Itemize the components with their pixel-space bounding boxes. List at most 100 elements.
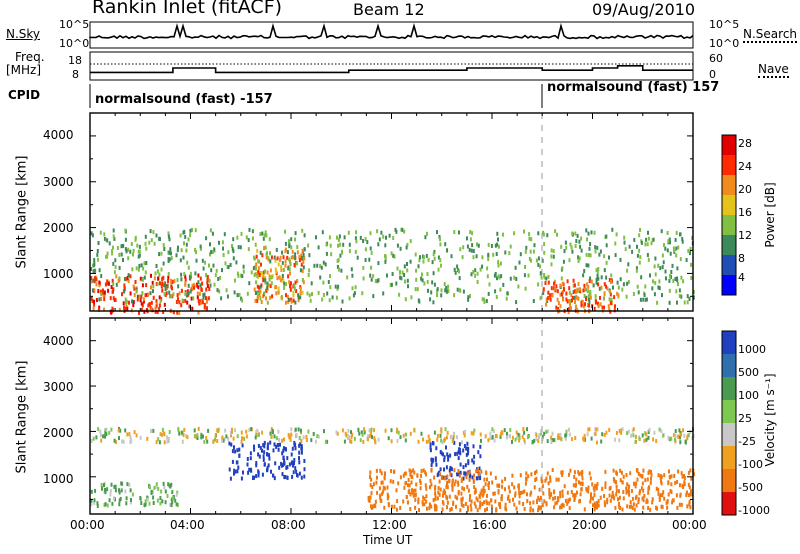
heatmap-cell: [401, 227, 404, 232]
heatmap-cell: [226, 294, 229, 299]
heatmap-cell: [592, 283, 595, 288]
heatmap-cell: [577, 288, 580, 293]
heatmap-cell: [160, 432, 163, 437]
heatmap-cell: [112, 234, 115, 239]
heatmap-cell: [538, 506, 541, 511]
heatmap-cell: [509, 244, 512, 249]
heatmap-cell: [618, 502, 620, 506]
heatmap-cell: [399, 246, 402, 251]
heatmap-cell: [624, 247, 627, 252]
heatmap-cell: [193, 283, 195, 288]
heatmap-cell: [140, 501, 143, 505]
heatmap-cell: [364, 258, 367, 262]
heatmap-cell: [279, 442, 281, 447]
heatmap-cell: [389, 283, 392, 287]
heatmap-cell: [647, 230, 649, 235]
heatmap-cell: [241, 436, 243, 441]
heatmap-cell: [232, 237, 235, 242]
heatmap-cell: [605, 284, 608, 289]
heatmap-cell: [449, 472, 452, 477]
heatmap-cell: [177, 284, 180, 289]
heatmap-cell: [569, 302, 571, 307]
heatmap-cell: [163, 302, 166, 307]
heatmap-cell: [362, 265, 365, 270]
heatmap-cell: [434, 491, 437, 496]
heatmap-cell: [254, 435, 257, 440]
heatmap-cell: [326, 439, 329, 444]
heatmap-cell: [660, 504, 663, 509]
heatmap-cell: [476, 280, 479, 284]
heatmap-cell: [585, 228, 588, 233]
heatmap-cell: [253, 273, 256, 277]
heatmap-cell: [430, 290, 433, 295]
heatmap-cell: [574, 289, 577, 294]
heatmap-cell: [254, 242, 257, 247]
heatmap-cell: [118, 436, 120, 441]
heatmap-cell: [509, 428, 512, 433]
heatmap-cell: [532, 500, 535, 505]
heatmap-cell: [568, 472, 570, 477]
heatmap-cell: [423, 281, 426, 286]
heatmap-cell: [144, 499, 147, 504]
heatmap-cell: [139, 435, 142, 440]
heatmap-cell: [266, 300, 269, 305]
heatmap-cell: [296, 473, 298, 477]
heatmap-cell: [158, 252, 161, 257]
heatmap-cell: [439, 472, 441, 477]
heatmap-cell: [114, 265, 117, 270]
heatmap-cell: [643, 493, 646, 498]
heatmap-cell: [495, 507, 498, 512]
heatmap-cell: [292, 255, 294, 260]
heatmap-cell: [306, 291, 309, 296]
heatmap-cell: [433, 282, 436, 287]
heatmap-cell: [608, 289, 611, 294]
heatmap-cell: [519, 473, 522, 478]
heatmap-cell: [549, 478, 552, 483]
heatmap-cell: [503, 428, 506, 433]
heatmap-cell: [141, 277, 144, 282]
heatmap-cell: [594, 505, 596, 510]
heatmap-cell: [480, 438, 482, 443]
heatmap-cell: [371, 485, 374, 490]
heatmap-cell: [166, 439, 169, 444]
heatmap-cell: [569, 468, 572, 473]
heatmap-cell: [491, 427, 494, 432]
heatmap-cell: [115, 274, 118, 279]
colorbar-swatch: [722, 175, 736, 195]
heatmap-cell: [347, 428, 350, 433]
heatmap-cell: [417, 439, 420, 444]
heatmap-cell: [687, 482, 690, 487]
heatmap-cell: [545, 476, 548, 481]
heatmap-cell: [155, 482, 158, 487]
heatmap-cell: [492, 491, 495, 496]
heatmap-cell: [292, 463, 294, 468]
heatmap-cell: [681, 474, 684, 479]
colorbar-frame: [721, 330, 737, 516]
heatmap-cell: [670, 270, 673, 274]
heatmap-cell: [497, 274, 500, 279]
heatmap-cell: [372, 274, 375, 279]
heatmap-cell: [145, 246, 148, 251]
heatmap-cell: [524, 286, 527, 291]
heatmap-cell: [601, 486, 604, 491]
heatmap-cell: [296, 245, 299, 249]
heatmap-cell: [429, 445, 432, 450]
heatmap-cell: [647, 236, 650, 241]
heatmap-cell: [275, 444, 278, 449]
heatmap-cell: [108, 498, 111, 503]
heatmap-cell: [581, 469, 584, 474]
heatmap-cell: [383, 475, 386, 480]
heatmap-cell: [483, 299, 486, 304]
heatmap-cell: [206, 277, 209, 282]
heatmap-cell: [308, 253, 311, 258]
heatmap-cell: [90, 489, 93, 494]
heatmap-cell: [121, 481, 124, 486]
heatmap-cell: [628, 244, 631, 249]
power-cbar-tick-12: 12: [738, 229, 752, 242]
heatmap-cell: [408, 483, 411, 488]
heatmap-cell: [625, 486, 628, 491]
heatmap-cell: [436, 293, 438, 298]
heatmap-cell: [221, 268, 223, 273]
heatmap-cell: [618, 438, 621, 443]
heatmap-cell: [106, 238, 109, 243]
